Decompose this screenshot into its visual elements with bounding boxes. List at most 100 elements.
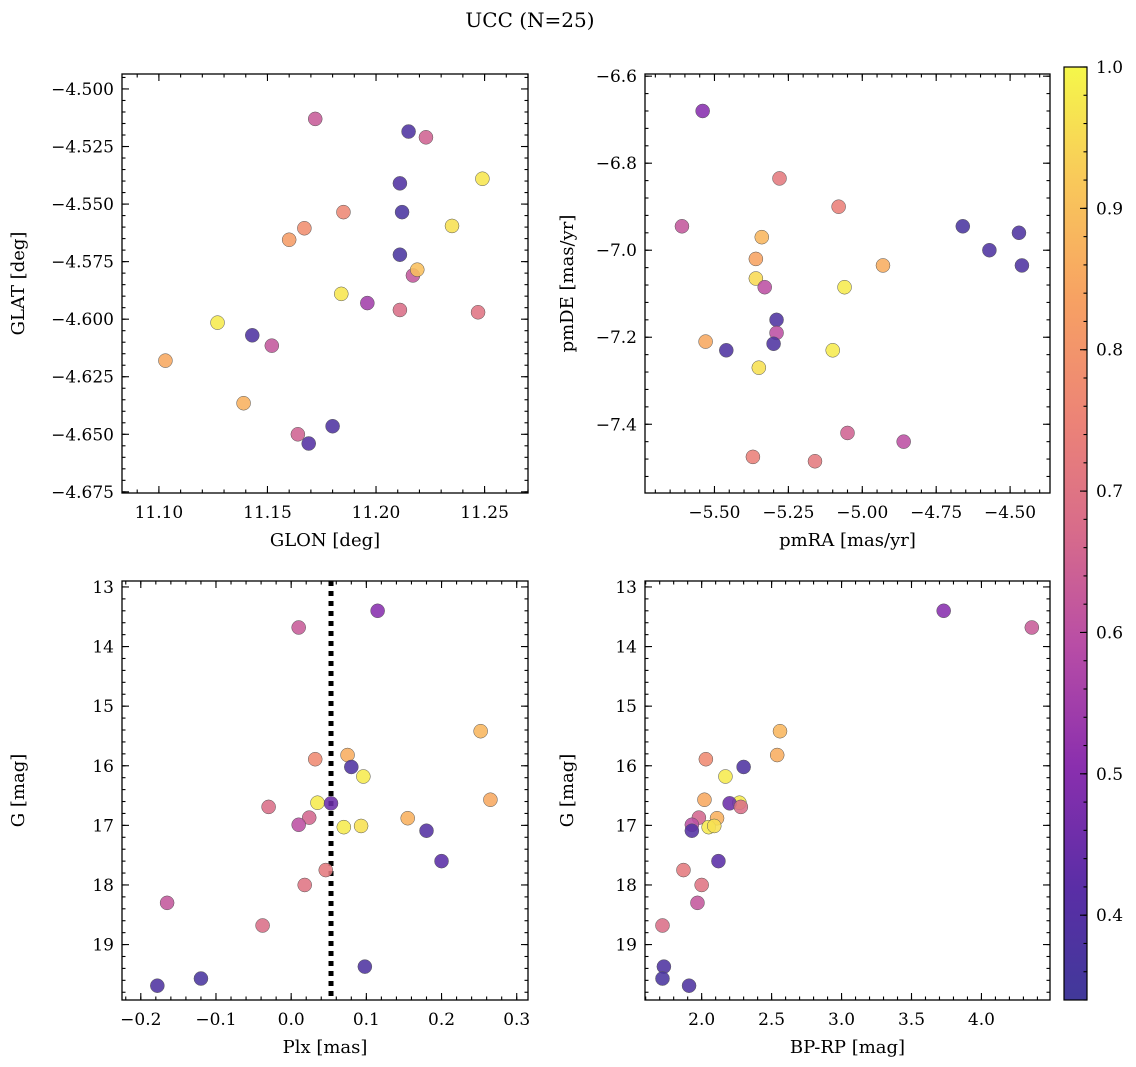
x-tick-label: 3.5 <box>898 1010 925 1030</box>
x-tick-label: 11.10 <box>135 503 184 523</box>
data-point <box>1014 258 1030 273</box>
data-point <box>353 818 369 834</box>
panels: 11.10 11.15 11.20 11.25 −4.500 −4.525 −4.550 −4… <box>8 67 1051 1058</box>
data-point <box>745 449 761 465</box>
data-point <box>264 338 280 353</box>
data-point <box>290 427 306 442</box>
colorbar-gradient <box>1063 66 1088 1001</box>
data-point <box>694 877 709 893</box>
x-tick-label: −5.25 <box>762 503 814 523</box>
data-point <box>757 279 772 295</box>
x-tick-label: 11.15 <box>243 503 292 523</box>
x-tick-label: 0.2 <box>428 1010 455 1030</box>
y-tick-label: 19 <box>92 936 114 956</box>
colorbar-tick-label: 1.0 <box>1096 58 1123 78</box>
data-point <box>831 199 846 214</box>
y-tick-label: −4.650 <box>51 425 114 445</box>
y-tick-label: 13 <box>92 578 114 598</box>
data-point <box>193 971 209 986</box>
data-point <box>360 295 375 311</box>
y-tick-label: −4.525 <box>51 138 114 158</box>
y-tick-label: 14 <box>92 638 114 658</box>
x-tick-label: 0.3 <box>503 1010 530 1030</box>
data-point <box>357 959 373 974</box>
data-point <box>896 434 911 449</box>
colorbar-tick-label: 0.5 <box>1096 765 1123 785</box>
y-tick-label: 16 <box>92 757 114 777</box>
data-point <box>255 918 270 933</box>
data-point <box>875 258 891 273</box>
y-axis-label: G [mag] <box>557 754 578 827</box>
y-tick-label: −7.2 <box>596 328 637 348</box>
x-tick-label: 0.0 <box>278 1010 305 1030</box>
data-point <box>772 723 788 739</box>
plot-frame <box>644 580 1051 1001</box>
x-tick-label: −0.2 <box>120 1010 161 1030</box>
data-point <box>736 759 751 775</box>
data-point <box>159 895 175 911</box>
data-point <box>719 343 734 358</box>
data-point <box>766 336 781 352</box>
data-point <box>297 877 312 893</box>
data-point <box>769 747 785 763</box>
panel-2: −5.50 −5.25 −5.00 −4.75 −4.50 −6.6 −6.8 −7.0 −7.… <box>557 67 1051 551</box>
data-point <box>837 279 852 295</box>
data-point <box>261 799 276 815</box>
x-tick-label: −4.50 <box>984 503 1036 523</box>
data-point <box>291 817 306 833</box>
y-tick-label: −4.600 <box>51 310 114 330</box>
panel-3: −0.2 −0.1 0.0 0.1 0.2 0.3 13 14 15 16 17 18 19 Plx [m… <box>8 578 530 1058</box>
x-tick-label: 2.5 <box>758 1010 785 1030</box>
data-point <box>690 895 705 911</box>
data-point <box>772 171 787 186</box>
data-point <box>310 795 325 810</box>
data-point <box>392 302 408 318</box>
data-point <box>401 124 416 139</box>
y-tick-label: −4.550 <box>51 195 114 215</box>
data-point <box>336 204 351 220</box>
y-tick-label: −4.500 <box>51 80 114 100</box>
data-point <box>748 251 764 267</box>
data-point <box>470 305 486 320</box>
y-tick-label: 15 <box>92 697 114 717</box>
y-tick-label: 14 <box>615 638 637 658</box>
y-tick-label: 15 <box>615 697 637 717</box>
data-point <box>318 862 334 878</box>
colorbar: 0.4 0.5 0.6 0.7 0.8 0.9 1.0 <box>1063 58 1123 1001</box>
data-point <box>444 218 460 234</box>
plot-frame <box>121 73 529 494</box>
data-point <box>245 328 260 343</box>
y-tick-label: 13 <box>615 578 637 598</box>
colorbar-tick-label: 0.9 <box>1096 199 1123 219</box>
data-point <box>825 343 840 358</box>
data-point <box>325 418 340 434</box>
data-point <box>695 103 710 119</box>
data-point <box>356 769 371 784</box>
colorbar-tick-label: 0.6 <box>1096 623 1123 643</box>
data-point <box>684 823 700 838</box>
colorbar-tick-label: 0.8 <box>1096 341 1123 361</box>
y-axis-label: G [mag] <box>8 754 29 827</box>
x-tick-label: −4.75 <box>910 503 962 523</box>
data-point <box>158 353 173 368</box>
data-point <box>410 262 425 277</box>
data-point <box>751 360 767 375</box>
data-point <box>711 853 726 869</box>
y-tick-label: 18 <box>615 876 637 896</box>
x-tick-label: 0.1 <box>353 1010 380 1030</box>
y-tick-label: −4.625 <box>51 368 114 388</box>
data-point <box>754 229 770 245</box>
data-point <box>807 453 823 469</box>
data-point <box>706 818 722 834</box>
data-point <box>336 819 352 835</box>
data-point <box>681 978 697 993</box>
panel-4: 2.0 2.5 3.0 3.5 4.0 13 14 15 16 17 18 19 BP-RP [mag]… <box>557 578 1051 1058</box>
x-axis-label: GLON [deg] <box>270 530 380 551</box>
y-tick-label: 19 <box>615 936 637 956</box>
data-point <box>473 723 488 739</box>
data-point <box>392 176 408 191</box>
data-point <box>418 130 434 145</box>
y-tick-label: 17 <box>92 816 114 836</box>
data-point <box>419 823 434 838</box>
data-point <box>697 792 712 807</box>
